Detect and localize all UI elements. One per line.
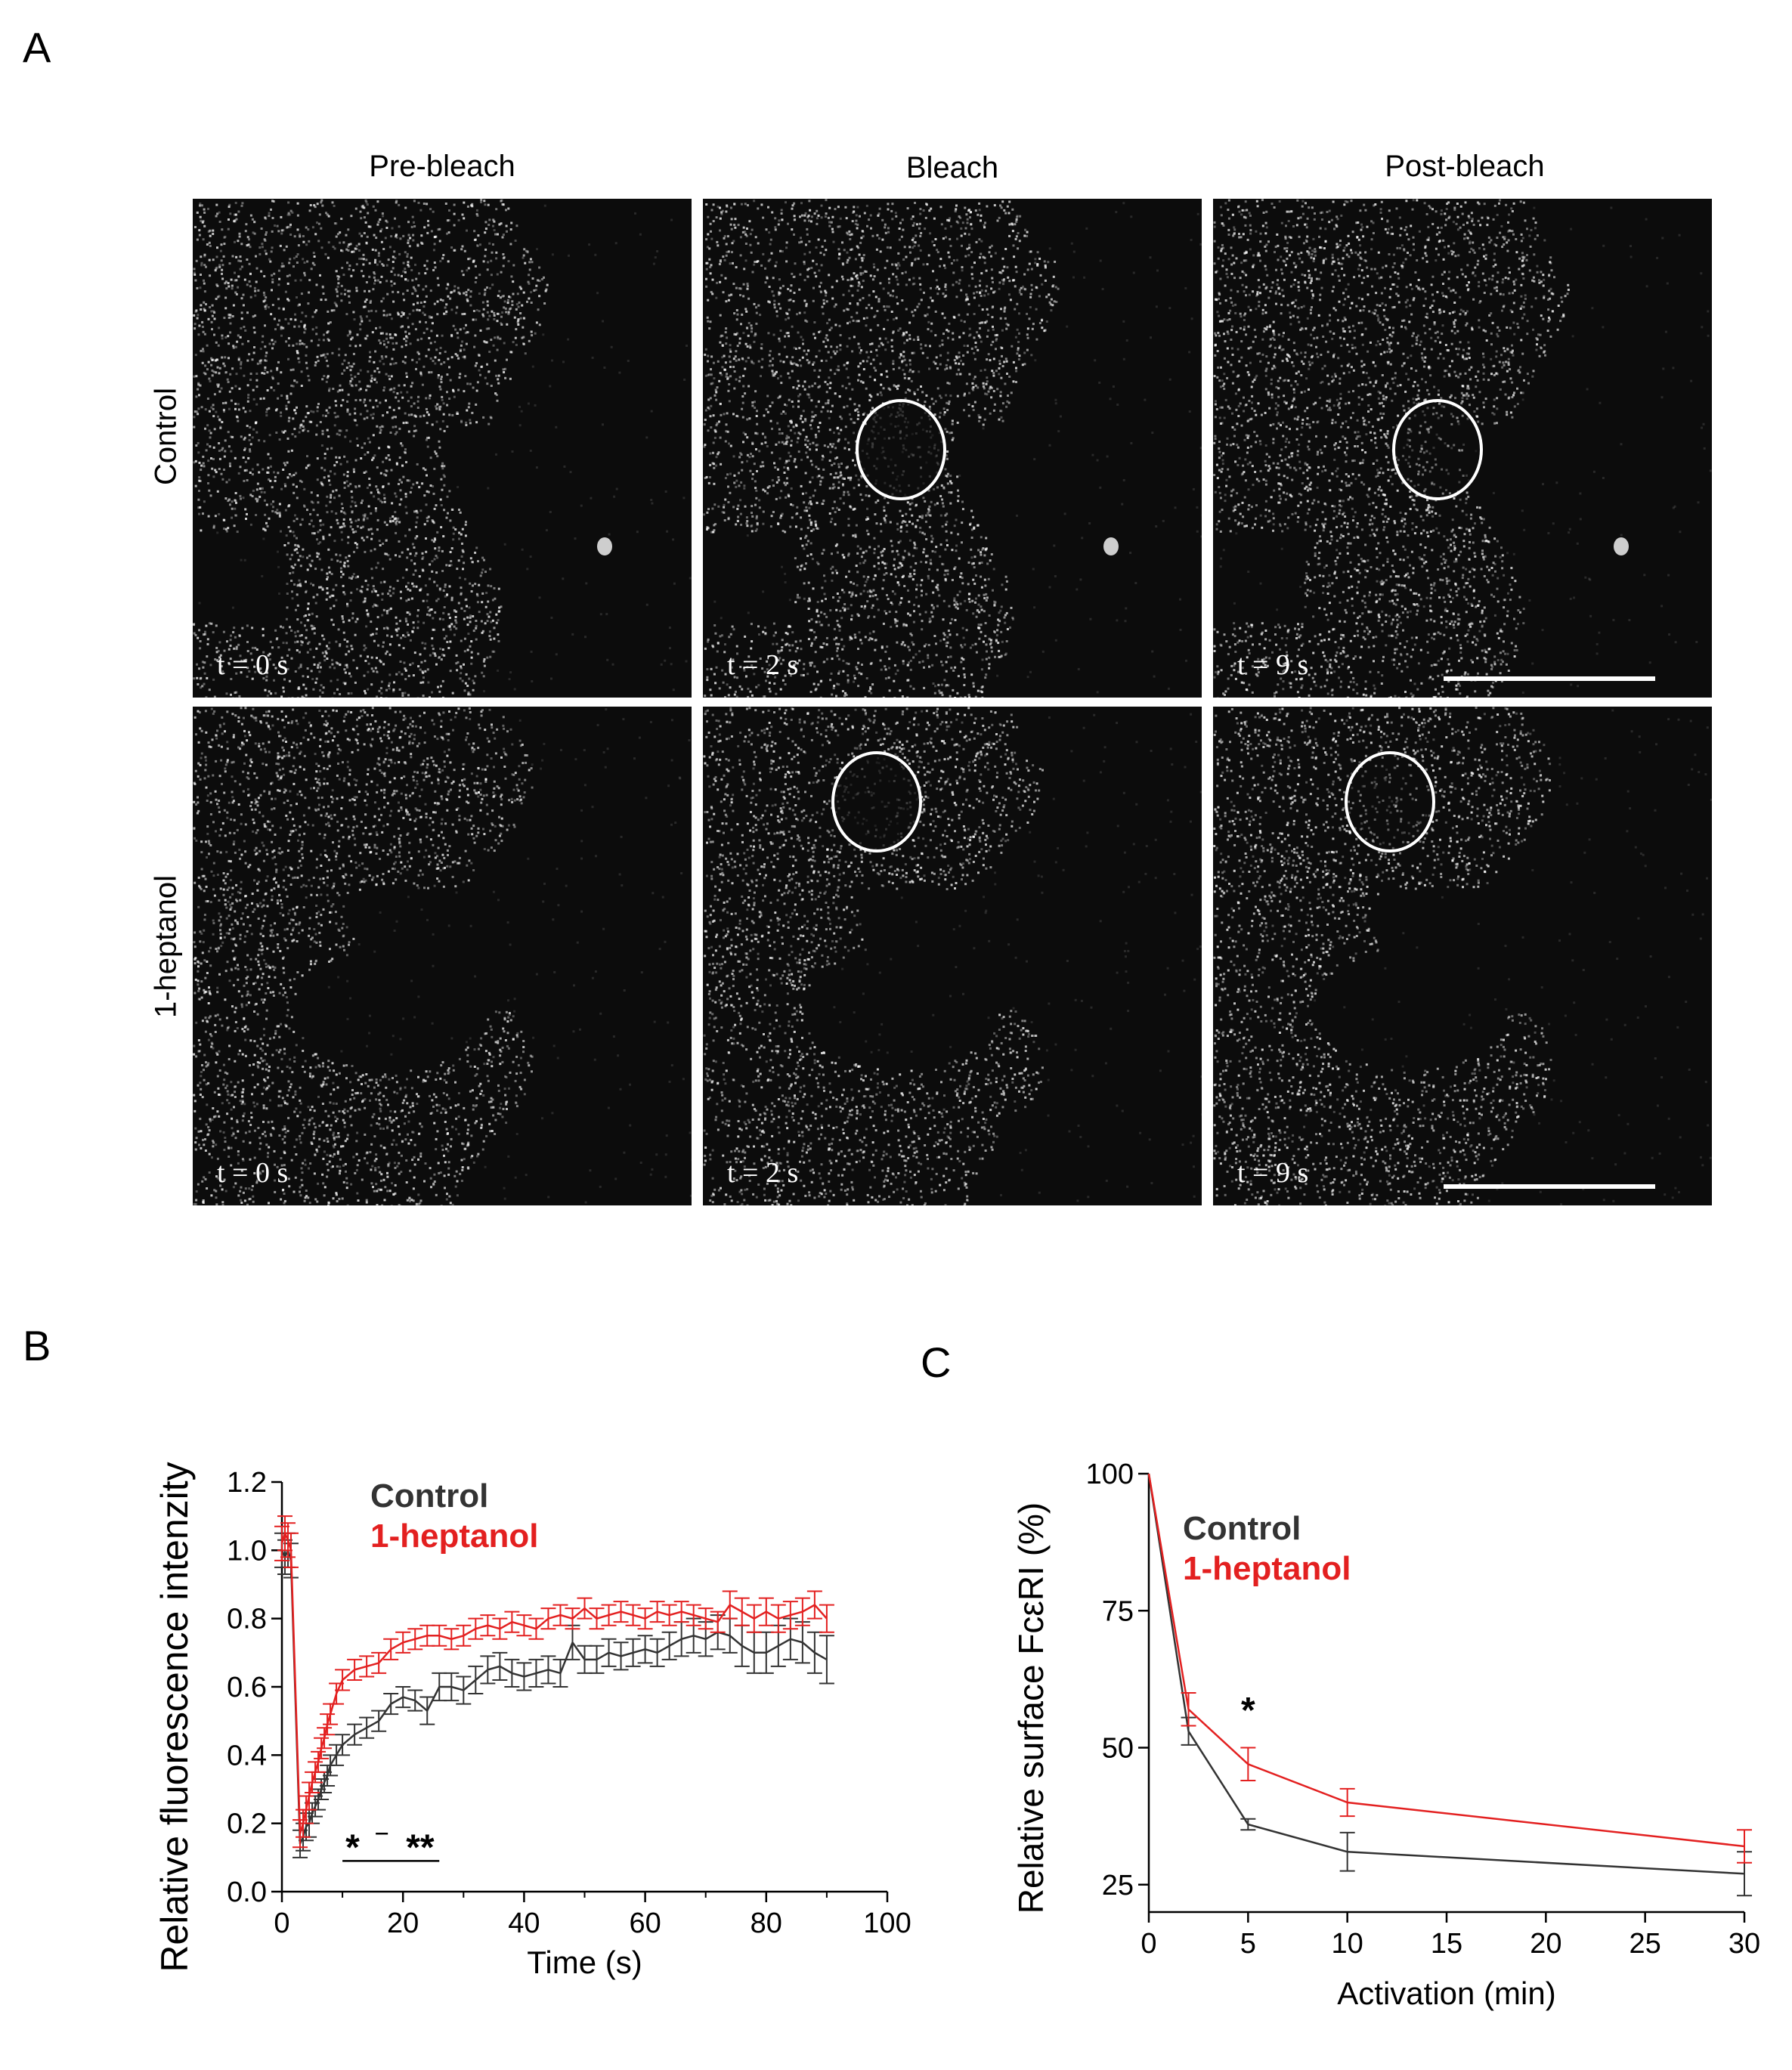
y-tick-label: 0.6 — [227, 1672, 267, 1703]
micrograph-heptanol-bleach: t = 2 s — [703, 707, 1202, 1205]
scale-bar — [1444, 1184, 1655, 1189]
timestamp-label: t = 0 s — [217, 649, 289, 681]
x-tick-label: 20 — [1530, 1928, 1561, 1960]
x-tick-label: 100 — [863, 1908, 911, 1939]
x-tick-label: 0 — [1141, 1928, 1156, 1960]
x-axis-label: Activation (min) — [1337, 1976, 1555, 2011]
x-tick-label: 10 — [1332, 1928, 1363, 1960]
legend-heptanol: 1-heptanol — [370, 1518, 538, 1555]
panel-letter-b: B — [23, 1322, 51, 1369]
x-tick-label: 5 — [1240, 1928, 1256, 1960]
y-tick-label: 0.8 — [227, 1604, 267, 1635]
micrograph-control-bleach: t = 2 s — [703, 199, 1202, 698]
x-tick-label: 40 — [508, 1908, 540, 1939]
legend-heptanol: 1-heptanol — [1183, 1550, 1351, 1587]
x-axis-label: Time (s) — [527, 1945, 642, 1980]
x-tick-label: 15 — [1431, 1928, 1462, 1960]
timestamp-label: t = 9 s — [1237, 1157, 1309, 1189]
legend-control: Control — [1183, 1510, 1301, 1547]
x-tick-label: 25 — [1630, 1928, 1661, 1960]
y-tick-label: 0.0 — [227, 1877, 267, 1908]
panel-letter-a: A — [23, 23, 51, 71]
x-tick-label: 30 — [1729, 1928, 1760, 1960]
y-tick-label: 75 — [1102, 1595, 1134, 1627]
micrograph-heptanol-post-bleach: t = 9 s — [1213, 707, 1712, 1205]
timestamp-label: t = 9 s — [1237, 649, 1309, 681]
y-tick-label: 50 — [1102, 1733, 1134, 1765]
y-tick-label: 0.2 — [227, 1809, 267, 1840]
micrograph-control-post-bleach: t = 9 s — [1213, 199, 1712, 698]
y-tick-label: 25 — [1102, 1870, 1134, 1901]
timestamp-label: t = 2 s — [727, 649, 799, 681]
series-line-control — [280, 1547, 828, 1845]
column-title-post-bleach: Post-bleach — [1385, 150, 1545, 183]
micrograph-heptanol-pre-bleach: t = 0 s — [193, 707, 692, 1205]
column-title-pre-bleach: Pre-bleach — [369, 150, 515, 183]
panel-letter-c: C — [921, 1338, 952, 1386]
x-tick-label: 0 — [274, 1908, 289, 1939]
y-tick-label: 1.2 — [227, 1467, 267, 1499]
y-tick-label: 100 — [1086, 1459, 1134, 1490]
significance-star: * — [345, 1827, 360, 1867]
micrograph-control-pre-bleach: t = 0 s — [193, 199, 692, 698]
y-axis-label: Relative surface FcεRI (%) — [1011, 1502, 1051, 1914]
scale-bar — [1444, 676, 1655, 681]
timestamp-label: t = 0 s — [217, 1157, 289, 1189]
y-tick-label: 1.0 — [227, 1535, 267, 1567]
row-label-control: Control — [149, 388, 183, 485]
row-label-heptanol: 1-heptanol — [149, 874, 183, 1019]
legend-control: Control — [370, 1477, 488, 1515]
chart-c: 0 5 10 15 20 25 30 25 50 75 100 Activation (min) Rel… — [1011, 1459, 1760, 2011]
y-axis-label: Relative fluorescence intenzity — [153, 1462, 196, 1972]
x-tick-label: 60 — [629, 1908, 661, 1939]
significance-star: * — [1241, 1691, 1255, 1731]
chart-b: 0 20 40 60 80 100 0.0 0.2 0.4 0.6 0.8 1.0 1.2 Time (s… — [153, 1462, 911, 1980]
column-title-bleach: Bleach — [905, 151, 999, 184]
x-tick-label: 80 — [751, 1908, 782, 1939]
significance-stars: ** — [406, 1827, 435, 1867]
x-tick-label: 20 — [387, 1908, 419, 1939]
y-tick-label: 0.4 — [227, 1740, 267, 1771]
timestamp-label: t = 2 s — [727, 1157, 799, 1189]
